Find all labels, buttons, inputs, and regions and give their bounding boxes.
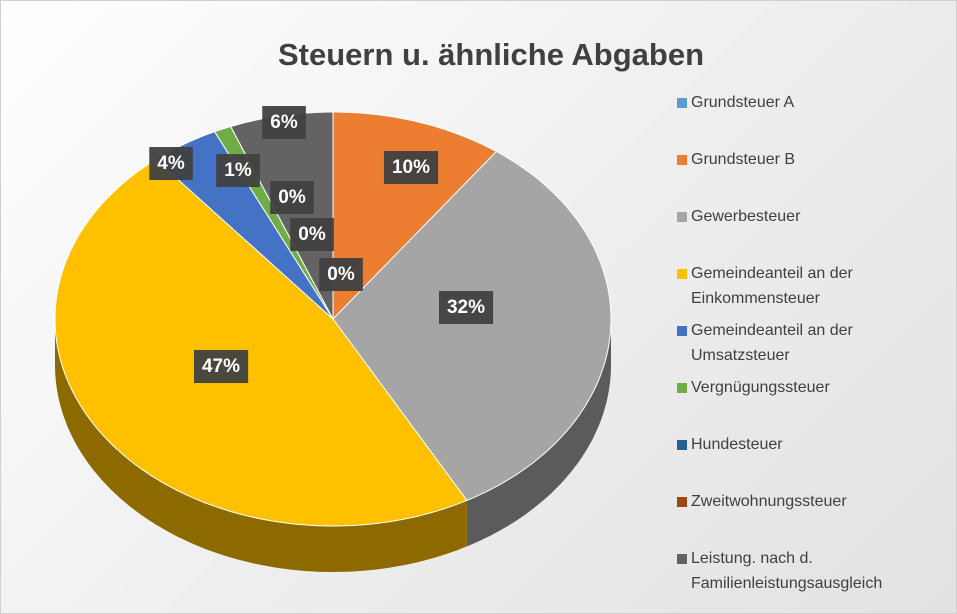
data-label: 4% — [149, 147, 193, 181]
legend-entry: Gemeindeanteil an der Umsatzsteuer — [677, 319, 953, 376]
legend-swatch — [677, 155, 687, 165]
legend-entry: Gewerbesteuer — [677, 205, 953, 262]
data-label-box — [262, 106, 306, 140]
data-label-text: 6% — [270, 112, 298, 133]
legend-label: Hundesteuer — [691, 436, 783, 453]
legend-label: Leistung. nach d. Familienleistungsausgl… — [691, 550, 883, 592]
data-label-text: 10% — [392, 157, 430, 178]
legend-entry: Grundsteuer B — [677, 148, 953, 205]
legend-entry: Grundsteuer A — [677, 91, 953, 148]
legend-label: Grundsteuer B — [691, 151, 796, 168]
legend-label: Vergnügungssteuer — [691, 379, 830, 396]
pie-sides — [55, 319, 611, 572]
legend-label: Zweitwohnungssteuer — [691, 493, 847, 510]
data-label-box — [193, 350, 249, 384]
legend-swatch — [677, 554, 687, 564]
data-label-text: 0% — [298, 224, 326, 245]
legend-label: Grundsteuer A — [691, 94, 795, 111]
data-label-box — [438, 291, 494, 325]
data-label: 0% — [270, 181, 314, 215]
data-label: 6% — [262, 106, 306, 140]
legend-label: Gemeindeanteil an der Einkommensteuer — [691, 265, 853, 307]
data-label: 32% — [438, 291, 494, 325]
slice-side — [466, 319, 611, 547]
data-label: 10% — [383, 151, 439, 185]
data-label-box — [383, 151, 439, 185]
data-label: 1% — [216, 154, 260, 188]
data-label: 47% — [193, 350, 249, 384]
legend-swatch — [677, 212, 687, 222]
data-label: 0% — [290, 218, 334, 252]
legend-entry: Gemeindeanteil an der Einkommensteuer — [677, 262, 953, 319]
legend-entry: Zweitwohnungssteuer — [677, 490, 953, 547]
data-label-box — [149, 147, 193, 181]
data-label-text: 32% — [447, 297, 485, 318]
slice — [54, 158, 468, 527]
slice — [332, 150, 612, 502]
data-label-text: 4% — [157, 153, 185, 174]
legend-label: Gemeindeanteil an der Umsatzsteuer — [691, 322, 853, 364]
legend-swatch — [677, 497, 687, 507]
data-label-box — [216, 154, 260, 188]
legend-label: Gewerbesteuer — [691, 208, 801, 225]
data-label-box — [290, 218, 334, 252]
data-label-box — [270, 181, 314, 215]
data-label-text: 0% — [278, 187, 306, 208]
data-label-text: 1% — [224, 160, 252, 181]
legend: Grundsteuer A Grundsteuer B Gewerbesteuer G… — [677, 91, 953, 604]
slice-side — [55, 319, 467, 572]
slice — [332, 111, 498, 321]
data-label-text: 0% — [327, 264, 355, 285]
data-label-box — [319, 258, 363, 292]
legend-swatch — [677, 269, 687, 279]
chart-title: Steuern u. ähnliche Abgaben — [278, 37, 704, 72]
data-label-text: 47% — [202, 356, 240, 377]
legend-swatch — [677, 98, 687, 108]
legend-swatch — [677, 383, 687, 393]
legend-entry: Hundesteuer — [677, 433, 953, 490]
data-label: 0% — [319, 258, 363, 292]
legend-entry: Vergnügungssteuer — [677, 376, 953, 433]
legend-swatch — [677, 326, 687, 336]
legend-entry: Leistung. nach d. Familienleistungsausgl… — [677, 547, 953, 604]
legend-swatch — [677, 440, 687, 450]
